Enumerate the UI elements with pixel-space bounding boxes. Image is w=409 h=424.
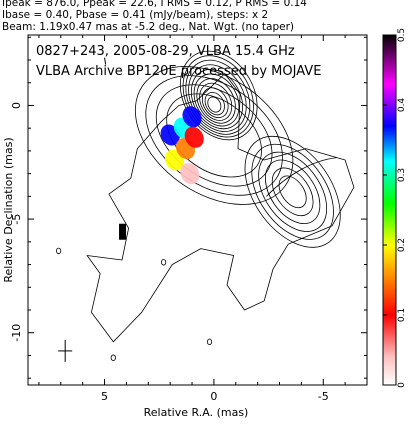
core-contour [207,96,222,113]
knot-contour [258,151,328,232]
header-line-beam: Beam: 1.19x0.47 mas at -5.2 deg., Nat. W… [2,21,295,33]
knot-contour [278,175,307,209]
x-tick-label: -5 [318,390,329,403]
isolated-contour [56,247,62,255]
y-axis: 0 -5 -10 [10,36,367,379]
colorbar-tick-label: 0.2 [397,238,407,252]
isolated-contour [206,338,213,346]
chart-title: 0827+243, 2005-08-29, VLBA 15.4 GHz [36,44,295,59]
colorbar [382,34,397,386]
core-contour [196,78,236,124]
knot-contour [265,159,321,224]
header-line-base: Ibase = 0.40, Pbase = 0.41 (mJy/beam), s… [2,9,269,21]
knot-contour [244,135,341,248]
jet-contour [166,93,262,178]
y-tick-label: -10 [10,324,23,342]
knot-contour-extra [266,157,337,197]
polarization-patch [184,126,204,148]
core-contour [201,87,229,119]
y-tick-label: 0 [10,102,23,109]
y-axis-label: Relative Declination (mas) [2,137,15,282]
colorbar-tick-label: 0.5 [397,28,407,42]
y-tick-label: -5 [10,214,23,225]
noise-contour [104,57,107,65]
polarization-patch [180,163,200,185]
colorbar-tick-label: 0.3 [397,168,407,182]
polarization-layer [119,106,204,240]
knot-contour [271,167,314,217]
jet-contour [134,66,294,205]
header-line-peak: Ipeak = 876.0, Ppeak = 22.6, I RMS = 0.1… [2,0,307,9]
x-axis: 5 0 -5 [38,35,346,403]
colorbar-tick-label: 0 [397,382,407,388]
knot-contour [251,143,334,240]
isolated-contour [161,259,167,266]
polarization-patch [182,106,202,128]
core-contour [204,91,225,116]
contour-layer [56,50,355,361]
x-tick-label: 5 [101,390,108,403]
colorbar-tick-label: 0.4 [397,98,407,113]
colorbar-axis: 0 0.1 0.2 0.3 0.4 0.5 [383,28,407,388]
x-axis-label: Relative R.A. (mas) [144,406,249,419]
plot-frame [27,34,368,386]
jet-contour [155,84,273,187]
core-contour [193,73,240,127]
chart-subtitle: VLBA Archive BP120E processed by MOJAVE [36,64,321,79]
outer-contour [86,73,355,343]
x-tick-label: 0 [210,390,217,403]
polarization-patch [119,223,127,240]
beam-ellipse [58,339,73,362]
isolated-contour [110,354,116,361]
colorbar-tick-label: 0.1 [397,308,407,322]
